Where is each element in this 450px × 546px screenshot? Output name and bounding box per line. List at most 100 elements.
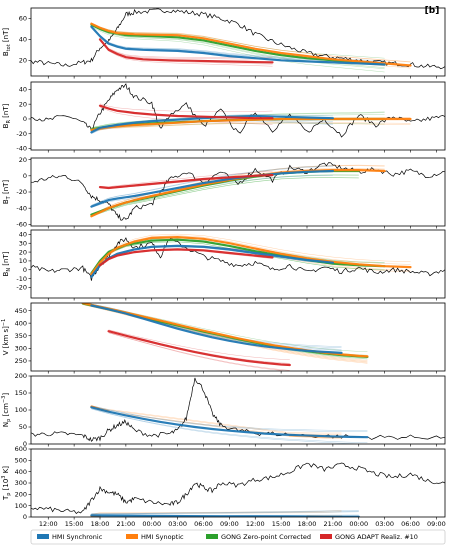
legend-label: GONG ADAPT Realiz. #10 [335, 533, 418, 541]
y-axis-label-sub: N [6, 268, 12, 272]
y-axis-label-main: B [2, 51, 10, 56]
ensemble-line-hmi_synchronic [91, 303, 342, 347]
y-tick-label: -60 [16, 221, 27, 229]
x-tick-label: 21:00 [324, 520, 343, 528]
y-tick-label: 0 [23, 440, 27, 448]
panel-btot: 20 40 60 Btot [nT] [2, 7, 446, 79]
ensemble-line-hmi_synchronic [91, 511, 359, 515]
panel-np: 0 50 100 150 200 Np [cm−3] [1, 372, 446, 448]
x-tick-label: 03:00 [375, 520, 394, 528]
legend-label: HMI Synchronic [52, 533, 103, 541]
y-axis-label: Tp [103 K] [1, 466, 12, 501]
x-axis: 12:00 15:00 18:00 21:00 00:00 03:00 06:00 09:00… [39, 520, 446, 528]
y-axis-label: Btot [nT] [2, 28, 12, 56]
legend-frame [30, 529, 446, 545]
y-tick-label: 40 [19, 231, 27, 239]
y-axis-label-unit: ] [2, 326, 10, 329]
panel-v: 250 300 350 400 450 V [km s]−1 [1, 302, 446, 374]
ensemble-line-hmi_synchronic [91, 405, 368, 432]
x-tick-label: 00:00 [142, 520, 161, 528]
panel-frame [30, 375, 446, 445]
ensemble-line-gong_adapt [108, 329, 290, 360]
model-line-gong_adapt [98, 104, 274, 120]
y-tick-label: 400 [15, 468, 27, 476]
x-tick-label: 03:00 [168, 520, 187, 528]
observed-line [31, 462, 445, 515]
ensemble-line-gong_zero_point [91, 26, 385, 73]
y-axis-label-sub: p [6, 493, 12, 496]
ensemble-line-gong_zero_point [91, 177, 359, 217]
y-tick-label: 100 [15, 502, 27, 510]
y-tick-label: -20 [16, 188, 27, 196]
ensemble-line-hmi_synoptic [91, 405, 342, 434]
y-axis-label: BT [nT] [2, 180, 12, 205]
y-axis-label-main: B [2, 123, 10, 128]
legend-label: GONG Zero-point Corrected [221, 533, 311, 541]
x-tick-label: 00:00 [349, 520, 368, 528]
legend-swatch [37, 534, 49, 539]
panel-label: [b] [425, 6, 440, 16]
model-line-hmi_synchronic [90, 169, 334, 208]
ensemble-line-hmi_synoptic [91, 122, 411, 132]
ensemble-line-gong_adapt [108, 332, 290, 371]
y-axis-label-unit: [nT] [2, 103, 10, 120]
y-axis-label-sup: −1 [1, 319, 7, 326]
ensemble-line-gong_zero_point [91, 122, 385, 131]
ensemble-line-hmi_synchronic [91, 304, 342, 351]
panel-plot-area [81, 303, 369, 371]
x-tick-label: 09:00 [427, 520, 446, 528]
y-tick-label: 40 [19, 86, 27, 94]
y-axis-label-sub: T [6, 195, 12, 200]
x-tick-label: 15:00 [65, 520, 84, 528]
y-tick-label: 0 [23, 172, 27, 180]
ensemble-line-hmi_synchronic [91, 408, 368, 444]
y-tick-label: -40 [16, 204, 27, 212]
y-tick-label: 500 [15, 457, 27, 465]
ensemble-line-gong_zero_point [91, 22, 385, 59]
y-axis-label: Np [cm−3] [1, 393, 12, 427]
y-tick-label: 20 [19, 57, 27, 65]
y-tick-label: 250 [15, 357, 27, 365]
ensemble-line-hmi_synchronic [91, 166, 333, 206]
ensemble-line-hmi_synchronic [91, 244, 333, 277]
panel-tp: 0 100 200 300 400 500 600 Tp [103 K] [1, 445, 446, 521]
y-axis-label: V [km s]−1 [1, 319, 10, 356]
x-tick-label: 12:00 [246, 520, 265, 528]
model-line-hmi_synoptic [90, 117, 412, 132]
ensemble-line-gong_zero_point [91, 174, 359, 216]
y-axis-label-close: ] [2, 393, 10, 396]
y-axis-label-unit: [cm [2, 403, 10, 419]
model-line-gong_adapt [107, 330, 291, 367]
panel-frame [30, 81, 446, 151]
y-tick-label: -20 [16, 130, 27, 138]
model-line-hmi_synchronic [90, 406, 369, 439]
y-tick-label: 30 [19, 239, 27, 247]
y-tick-label: -10 [16, 275, 27, 283]
ensemble-line-gong_adapt [108, 332, 289, 371]
x-tick-label: 18:00 [298, 520, 317, 528]
ensemble-line-gong_zero_point [91, 174, 359, 217]
ensemble-line-hmi_synoptic [91, 511, 342, 515]
y-tick-label: 0 [23, 115, 27, 123]
y-tick-label: 10 [19, 257, 27, 265]
panel-bt: -60 -40 -20 0 20 BT [nT] [2, 156, 446, 229]
x-tick-label: 06:00 [194, 520, 213, 528]
panel-frame [30, 448, 446, 518]
panel-br: -40 -20 0 20 40 BR [nT] [2, 81, 446, 153]
ensemble-line-hmi_synoptic [91, 510, 342, 515]
panel-frame [30, 229, 446, 299]
ensemble-line-hmi_synchronic [91, 510, 359, 514]
y-tick-label: 40 [19, 36, 27, 44]
ensemble-line-gong_zero_point [91, 177, 359, 217]
legend-swatch [320, 534, 332, 539]
y-tick-label: 0 [23, 513, 27, 521]
y-tick-label: 200 [15, 372, 27, 380]
ensemble-line-hmi_synchronic [91, 304, 342, 349]
y-axis-label-unit: [10 [2, 479, 10, 493]
ensemble-line-gong_adapt [99, 40, 273, 67]
y-axis-label-main: B [2, 199, 10, 204]
y-axis-label-main: V [km s [2, 328, 10, 355]
panel-frame [30, 302, 446, 372]
